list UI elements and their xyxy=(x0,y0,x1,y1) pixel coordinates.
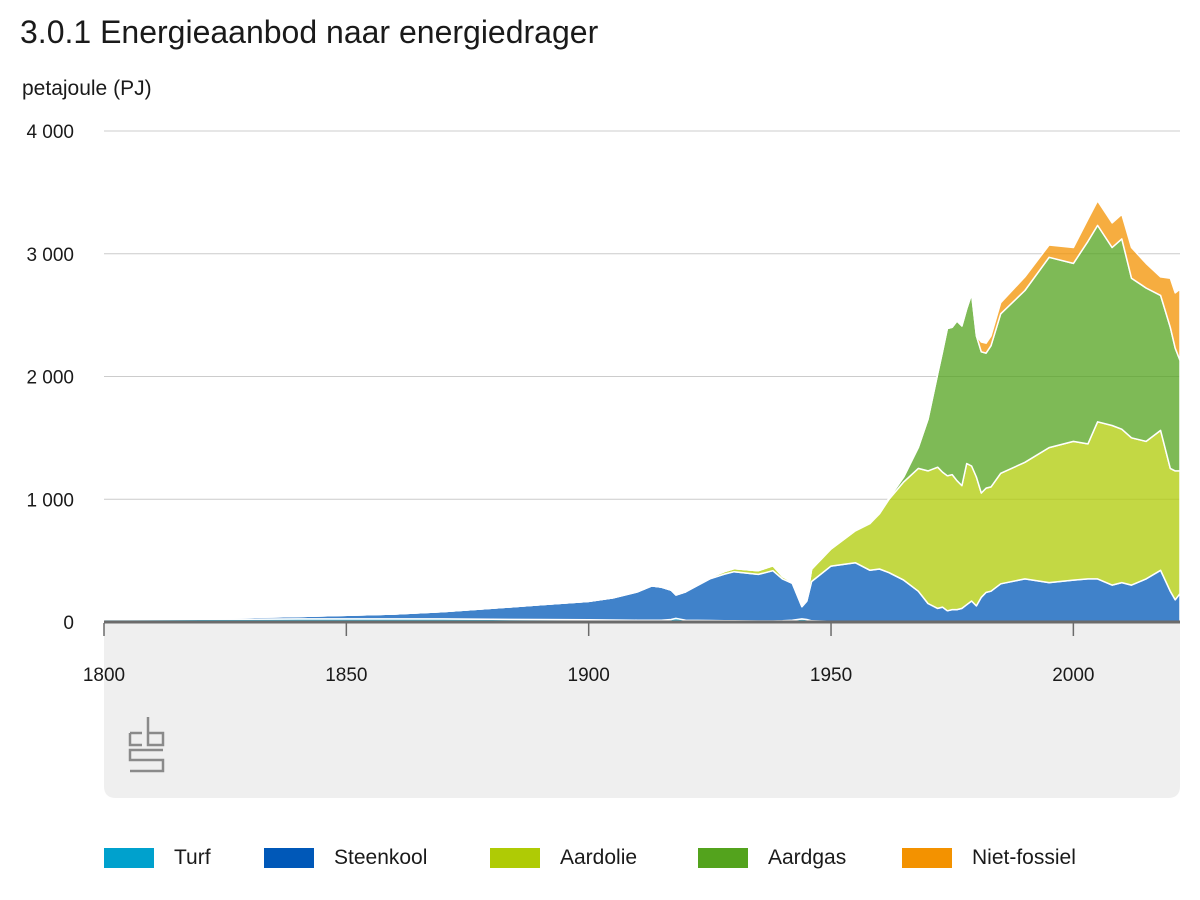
x-tick-label: 1900 xyxy=(568,665,610,686)
legend-item-niet-fossiel: Niet-fossiel xyxy=(902,842,1076,874)
x-tick-label: 1950 xyxy=(810,665,852,686)
legend-swatch-niet-fossiel xyxy=(902,848,952,868)
plot-footer-panel xyxy=(104,623,1180,798)
axis-ticks: 0 1 000 2 000 3 000 4 000 1800 1850 1900 1950 200… xyxy=(26,122,1094,686)
cbs-logo-icon xyxy=(128,717,165,773)
legend-item-aardolie: Aardolie xyxy=(490,842,637,874)
legend-label-aardolie: Aardolie xyxy=(560,846,638,869)
legend-swatch-aardolie xyxy=(490,848,540,868)
y-tick-label: 0 xyxy=(63,613,74,634)
legend-swatch-aardgas xyxy=(698,848,748,868)
x-tick-label: 1800 xyxy=(83,665,125,686)
area-niet-fossiel xyxy=(103,200,1181,620)
x-tick-label: 1850 xyxy=(325,665,367,686)
chart-title: 3.0.1 Energieaanbod naar energiedrager xyxy=(20,14,599,50)
legend-label-turf: Turf xyxy=(174,846,211,869)
legend-label-aardgas: Aardgas xyxy=(768,846,847,869)
legend-item-aardgas: Aardgas xyxy=(698,842,846,874)
legend-item-steenkool: Steenkool xyxy=(264,842,427,874)
y-tick-label: 1 000 xyxy=(26,490,74,511)
y-tick-label: 3 000 xyxy=(26,245,74,266)
y-tick-label: 4 000 xyxy=(26,122,74,143)
legend-swatch-steenkool xyxy=(264,848,314,868)
legend: Turf Steenkool Aardolie Aardgas Niet-fos… xyxy=(104,842,1184,874)
stacked-areas xyxy=(103,200,1181,623)
y-tick-label: 2 000 xyxy=(26,368,74,389)
legend-item-turf: Turf xyxy=(104,842,211,874)
legend-label-niet-fossiel: Niet-fossiel xyxy=(972,846,1076,869)
x-tick-label: 2000 xyxy=(1052,665,1094,686)
y-axis-unit-label: petajoule (PJ) xyxy=(22,77,152,100)
legend-label-steenkool: Steenkool xyxy=(334,846,428,869)
legend-swatch-turf xyxy=(104,848,154,868)
chart-area: 0 1 000 2 000 3 000 4 000 1800 1850 1900 1950 200… xyxy=(26,122,1181,798)
